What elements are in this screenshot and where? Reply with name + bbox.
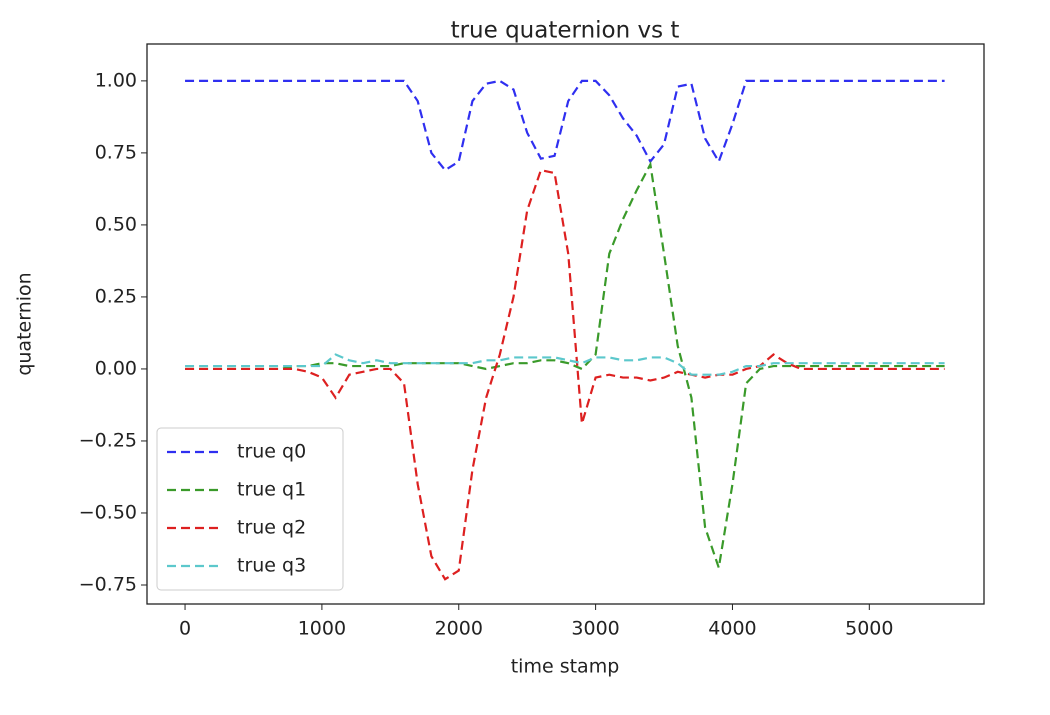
- x-tick-label: 4000: [708, 618, 756, 640]
- y-tick-label: 0.50: [95, 213, 137, 235]
- line: [185, 168, 945, 581]
- x-tick-label: 3000: [571, 618, 619, 640]
- y-tick-label: 0.75: [95, 141, 137, 163]
- legend-label: true q1: [237, 479, 306, 501]
- y-axis-label: quaternion: [14, 272, 36, 375]
- x-tick-label: 1000: [298, 618, 346, 640]
- legend-label: true q2: [237, 517, 306, 539]
- x-axis-label: time stamp: [511, 656, 620, 678]
- x-tick-label: 0: [179, 618, 191, 640]
- y-tick-label: −0.25: [79, 429, 137, 451]
- legend-label: true q0: [237, 441, 306, 463]
- x-tick-label: 5000: [845, 618, 893, 640]
- plot-frame: [146, 43, 985, 605]
- y-tick-label: 0.25: [95, 285, 137, 307]
- legend-box: [156, 427, 344, 591]
- y-tick-label: 0.00: [95, 357, 137, 379]
- y-tick-label: 1.00: [95, 69, 137, 91]
- x-tick-label: 2000: [435, 618, 483, 640]
- y-tick-label: −0.75: [79, 573, 137, 595]
- chart-title: true quaternion vs t: [451, 18, 680, 44]
- plot-area: [185, 79, 945, 581]
- line: [185, 353, 945, 376]
- legend-label: true q3: [237, 555, 306, 577]
- line: [185, 79, 945, 172]
- y-tick-label: −0.50: [79, 501, 137, 523]
